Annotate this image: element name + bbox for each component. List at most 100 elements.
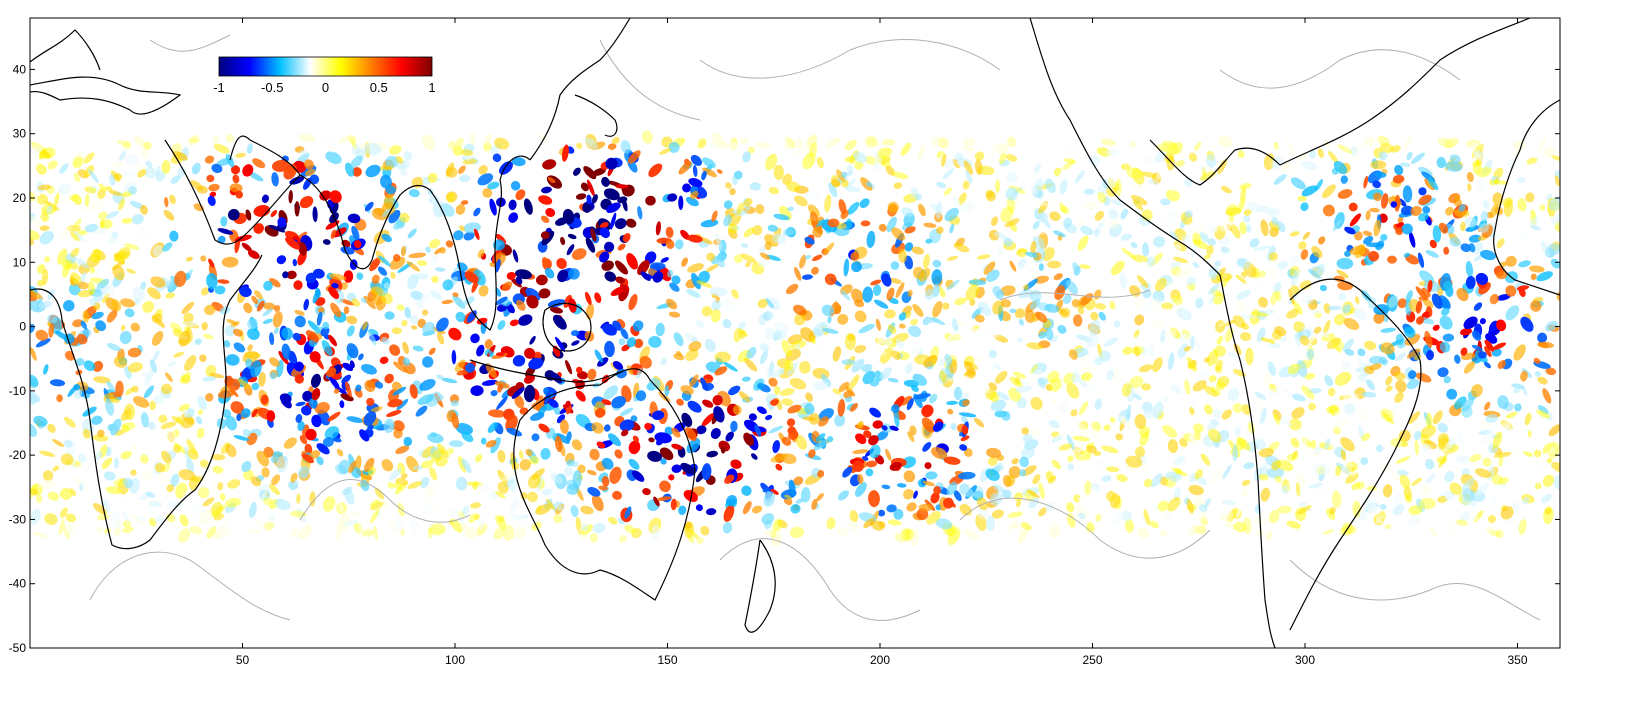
field-blob	[734, 254, 744, 264]
field-blob	[963, 529, 979, 541]
field-blob	[923, 222, 937, 228]
field-blob	[1009, 260, 1017, 272]
field-blob	[173, 351, 185, 358]
field-blob	[1496, 293, 1511, 301]
field-blob	[452, 145, 463, 156]
field-blob	[727, 223, 738, 234]
field-blob	[1354, 387, 1366, 400]
field-blob	[246, 143, 253, 154]
field-blob	[591, 494, 604, 512]
field-blob	[725, 431, 734, 442]
field-blob	[887, 324, 897, 334]
field-blob	[701, 413, 715, 427]
field-blob	[43, 364, 49, 375]
field-blob	[1292, 449, 1298, 460]
field-blob	[44, 256, 50, 263]
field-blob	[807, 204, 820, 218]
field-blob	[217, 525, 228, 538]
field-blob	[1310, 439, 1317, 449]
field-blob	[1122, 346, 1133, 355]
field-blob	[669, 282, 680, 292]
field-blob	[991, 509, 1004, 519]
field-blob	[1200, 517, 1209, 526]
field-blob	[849, 403, 859, 412]
field-blob	[483, 133, 493, 146]
field-blob	[1363, 235, 1374, 245]
y-tick-label: 20	[13, 191, 27, 205]
field-blob	[983, 261, 996, 275]
field-blob	[960, 435, 970, 442]
field-blob	[510, 278, 522, 288]
field-blob	[1460, 328, 1472, 336]
field-blob	[66, 224, 81, 233]
field-blob	[1037, 190, 1044, 199]
field-blob	[1226, 223, 1233, 232]
field-blob	[1232, 444, 1239, 462]
field-blob	[824, 273, 837, 286]
field-blob	[641, 130, 653, 144]
field-blob	[124, 154, 139, 166]
field-blob	[170, 473, 180, 487]
field-blob	[297, 507, 307, 523]
field-blob	[962, 180, 970, 190]
field-blob	[1525, 192, 1535, 203]
field-blob	[907, 289, 913, 297]
field-blob	[427, 527, 433, 539]
field-blob	[1029, 364, 1039, 374]
field-blob	[850, 252, 860, 262]
field-blob	[655, 221, 661, 236]
field-blob	[756, 406, 767, 415]
field-blob	[305, 169, 316, 177]
field-blob	[799, 401, 812, 408]
field-blob	[776, 519, 788, 529]
field-blob	[1188, 484, 1204, 496]
field-blob	[120, 324, 126, 331]
field-blob	[802, 152, 816, 170]
field-blob	[148, 504, 155, 522]
field-blob	[901, 456, 917, 469]
field-blob	[1192, 232, 1202, 246]
field-blob	[698, 270, 710, 284]
field-blob	[84, 223, 98, 233]
field-blob	[1418, 187, 1427, 196]
field-blob	[729, 188, 736, 196]
field-blob	[30, 215, 42, 229]
field-blob	[1471, 384, 1483, 398]
field-blob	[1034, 275, 1049, 284]
field-blob	[455, 476, 468, 491]
field-blob	[338, 135, 348, 145]
field-blob	[1051, 435, 1063, 443]
field-blob	[473, 207, 481, 217]
field-blob	[99, 219, 105, 229]
field-blob	[575, 516, 582, 535]
field-blob	[1090, 483, 1101, 492]
field-blob	[198, 487, 210, 499]
field-blob	[868, 490, 880, 508]
field-blob	[587, 368, 597, 381]
field-blob	[1394, 164, 1404, 176]
field-blob	[95, 451, 103, 461]
field-blob	[225, 415, 237, 431]
field-blob	[827, 316, 832, 324]
field-blob	[1398, 429, 1411, 443]
field-blob	[1472, 159, 1480, 168]
field-blob	[908, 325, 922, 338]
field-blob	[407, 481, 423, 489]
field-blob	[1429, 239, 1437, 249]
field-blob	[118, 149, 127, 162]
field-blob	[1208, 375, 1217, 383]
field-blob	[1460, 221, 1466, 232]
field-blob	[680, 462, 695, 475]
field-blob	[476, 317, 488, 325]
field-blob	[723, 504, 735, 522]
field-blob	[1071, 446, 1084, 455]
x-tick-label: 250	[1082, 653, 1102, 667]
field-blob	[823, 242, 835, 255]
field-blob	[1437, 422, 1448, 433]
field-blob	[58, 518, 65, 536]
field-blob	[124, 308, 135, 318]
field-blob	[478, 285, 489, 297]
field-blob	[370, 508, 380, 524]
field-blob	[391, 327, 402, 335]
field-blob	[1443, 376, 1451, 384]
